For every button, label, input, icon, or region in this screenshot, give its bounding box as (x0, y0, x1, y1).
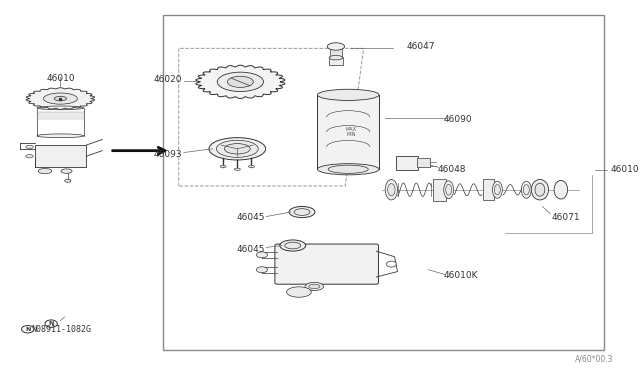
Text: MAX
MIN: MAX MIN (346, 126, 357, 138)
Ellipse shape (445, 185, 452, 195)
Circle shape (22, 326, 34, 333)
Text: 46010: 46010 (46, 74, 75, 83)
Bar (396, 156, 418, 170)
Text: 46071: 46071 (552, 213, 580, 222)
Ellipse shape (535, 183, 545, 196)
Ellipse shape (285, 242, 301, 249)
Ellipse shape (388, 184, 395, 196)
Ellipse shape (38, 169, 52, 174)
Ellipse shape (61, 169, 72, 173)
Ellipse shape (531, 180, 548, 200)
Circle shape (387, 261, 396, 267)
Ellipse shape (37, 106, 84, 110)
Ellipse shape (257, 267, 268, 273)
Bar (35, 145, 86, 167)
Ellipse shape (217, 72, 264, 92)
Text: 46010: 46010 (610, 165, 639, 174)
Ellipse shape (317, 164, 379, 175)
Text: A/60*00.3: A/60*00.3 (575, 355, 613, 364)
FancyBboxPatch shape (275, 244, 378, 284)
Bar (417, 158, 429, 167)
Ellipse shape (305, 282, 324, 291)
Text: 46010K: 46010K (444, 271, 478, 280)
Ellipse shape (317, 89, 379, 100)
Ellipse shape (26, 155, 33, 158)
Ellipse shape (220, 166, 226, 168)
Ellipse shape (216, 140, 259, 157)
Ellipse shape (524, 185, 529, 195)
Text: 46048: 46048 (438, 165, 466, 174)
Text: 46020: 46020 (154, 76, 182, 84)
Text: 46047: 46047 (407, 42, 435, 51)
Ellipse shape (227, 76, 253, 87)
Bar (163, 15, 604, 350)
Ellipse shape (329, 55, 342, 60)
Text: N: N (25, 327, 31, 332)
Ellipse shape (209, 138, 266, 160)
Bar (328, 57, 343, 65)
Ellipse shape (492, 181, 502, 198)
Ellipse shape (495, 185, 500, 195)
Text: 46045: 46045 (237, 213, 265, 222)
Ellipse shape (287, 287, 311, 297)
Ellipse shape (225, 144, 250, 154)
Bar (317, 95, 379, 169)
Bar (433, 179, 446, 201)
Ellipse shape (522, 181, 531, 198)
Ellipse shape (327, 43, 344, 50)
Ellipse shape (328, 165, 368, 173)
Text: 46045: 46045 (237, 245, 265, 254)
Ellipse shape (26, 145, 33, 149)
Ellipse shape (289, 206, 315, 218)
Ellipse shape (54, 96, 67, 101)
Ellipse shape (554, 180, 568, 199)
Ellipse shape (248, 166, 255, 168)
Ellipse shape (294, 209, 310, 215)
Ellipse shape (65, 179, 71, 182)
Text: 46090: 46090 (444, 115, 472, 124)
Ellipse shape (234, 168, 241, 170)
Ellipse shape (385, 180, 397, 200)
Text: N08911-1082G: N08911-1082G (31, 325, 92, 334)
Ellipse shape (308, 284, 320, 289)
Ellipse shape (280, 240, 306, 251)
Ellipse shape (444, 181, 454, 199)
Polygon shape (196, 65, 285, 99)
Text: 46093: 46093 (153, 150, 182, 159)
Bar (483, 179, 494, 200)
Circle shape (45, 320, 58, 327)
Ellipse shape (44, 93, 77, 104)
Text: N: N (49, 321, 54, 326)
Polygon shape (26, 88, 95, 109)
Ellipse shape (257, 252, 268, 258)
Ellipse shape (37, 134, 84, 138)
